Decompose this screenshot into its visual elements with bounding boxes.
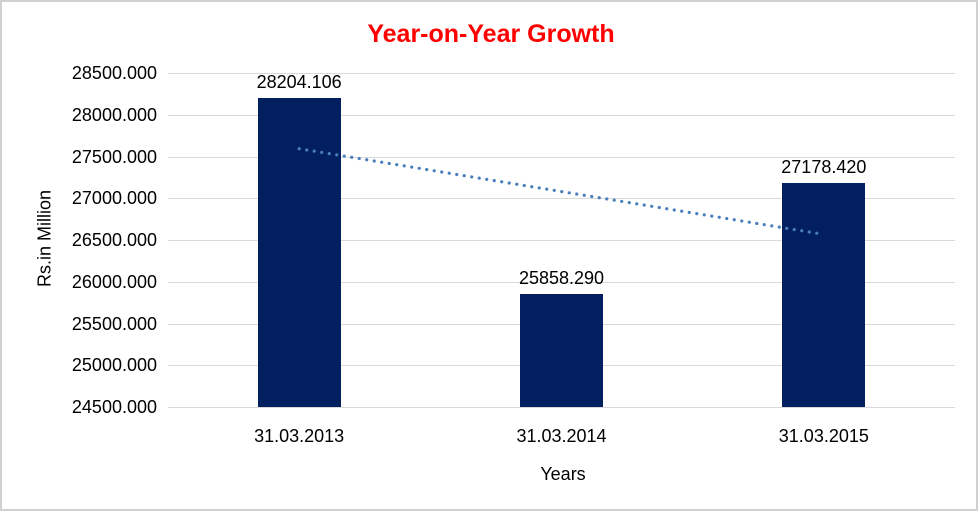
y-tick-label: 27000.000 xyxy=(71,188,157,209)
x-tick-label: 31.03.2014 xyxy=(516,426,607,446)
y-tick-label: 28000.000 xyxy=(71,104,157,125)
y-tick-label: 25000.000 xyxy=(71,355,157,376)
y-tick-label: 27500.000 xyxy=(71,146,157,167)
x-tick-label: 31.03.2015 xyxy=(778,426,869,446)
y-tick-label: 25500.000 xyxy=(71,313,157,334)
bar-31.03.2015 xyxy=(782,183,866,407)
plot-area: 28204.106 25858.290 27178.420 xyxy=(168,71,955,408)
y-tick-label: 24500.000 xyxy=(71,397,157,417)
bar-value-label: 25858.290 xyxy=(518,267,605,288)
trendline xyxy=(297,147,826,236)
y-tick-label: 26000.000 xyxy=(71,271,157,292)
x-tick-label: 31.03.2013 xyxy=(254,426,345,446)
bar-value-label: 28204.106 xyxy=(256,71,342,92)
bar-value-label: 27178.420 xyxy=(781,157,867,178)
gridline xyxy=(168,407,955,408)
y-tick-label: 26500.000 xyxy=(71,230,157,250)
chart-title: Year-on-Year Growth xyxy=(367,20,615,48)
y-tick-label: 28500.000 xyxy=(71,63,157,83)
x-axis-title: Years xyxy=(540,464,586,484)
bar-31.03.2014 xyxy=(520,293,603,407)
